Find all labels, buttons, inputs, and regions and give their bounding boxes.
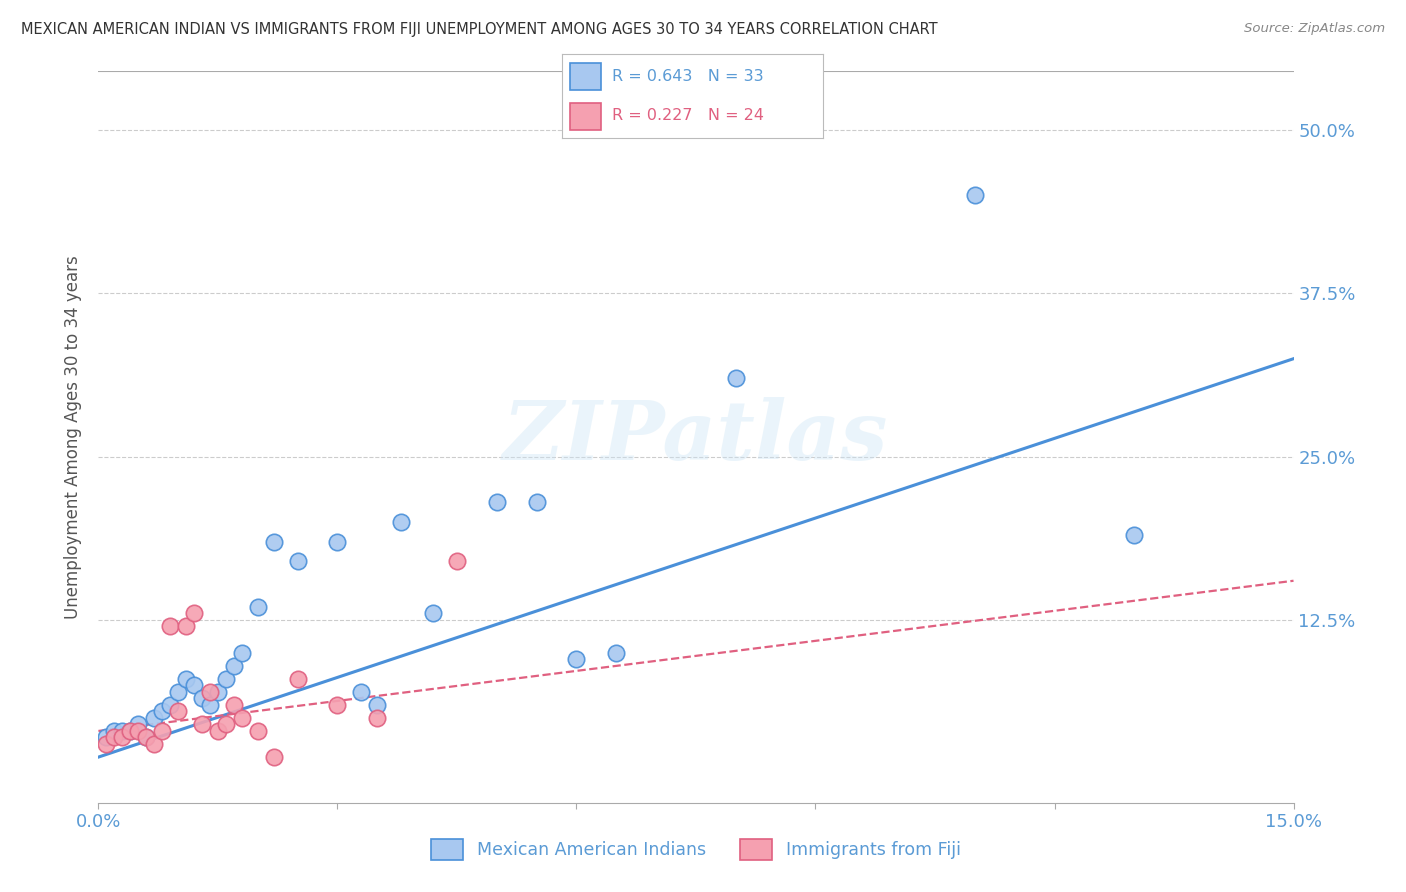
Text: R = 0.643   N = 33: R = 0.643 N = 33 bbox=[612, 69, 763, 84]
Point bbox=[231, 711, 253, 725]
Point bbox=[207, 723, 229, 738]
Point bbox=[526, 495, 548, 509]
Point bbox=[127, 717, 149, 731]
Point bbox=[103, 731, 125, 745]
Point bbox=[198, 698, 221, 712]
Text: ZIPatlas: ZIPatlas bbox=[503, 397, 889, 477]
Point bbox=[724, 371, 747, 385]
Point bbox=[287, 554, 309, 568]
Point bbox=[246, 723, 269, 738]
Point bbox=[150, 723, 173, 738]
Point bbox=[446, 554, 468, 568]
Point bbox=[207, 685, 229, 699]
Point bbox=[135, 731, 157, 745]
Text: R = 0.227   N = 24: R = 0.227 N = 24 bbox=[612, 108, 763, 123]
Point bbox=[198, 685, 221, 699]
Point bbox=[326, 698, 349, 712]
Point bbox=[150, 705, 173, 719]
Point bbox=[174, 672, 197, 686]
Point bbox=[222, 658, 245, 673]
Point bbox=[215, 672, 238, 686]
Point bbox=[191, 691, 214, 706]
Point bbox=[183, 678, 205, 692]
Point bbox=[231, 646, 253, 660]
Legend: Mexican American Indians, Immigrants from Fiji: Mexican American Indians, Immigrants fro… bbox=[425, 832, 967, 867]
Point bbox=[350, 685, 373, 699]
Point bbox=[389, 515, 412, 529]
Text: MEXICAN AMERICAN INDIAN VS IMMIGRANTS FROM FIJI UNEMPLOYMENT AMONG AGES 30 TO 34: MEXICAN AMERICAN INDIAN VS IMMIGRANTS FR… bbox=[21, 22, 938, 37]
Point bbox=[485, 495, 508, 509]
Point bbox=[143, 737, 166, 751]
Point bbox=[183, 607, 205, 621]
Point bbox=[263, 534, 285, 549]
Point bbox=[326, 534, 349, 549]
Point bbox=[127, 723, 149, 738]
Point bbox=[143, 711, 166, 725]
Point bbox=[366, 698, 388, 712]
Point bbox=[167, 685, 190, 699]
Bar bbox=[571, 103, 602, 130]
Point bbox=[605, 646, 627, 660]
Bar bbox=[571, 62, 602, 90]
Point bbox=[111, 731, 134, 745]
Point bbox=[366, 711, 388, 725]
Point bbox=[1123, 528, 1146, 542]
Point bbox=[167, 705, 190, 719]
Point bbox=[422, 607, 444, 621]
Point bbox=[215, 717, 238, 731]
Point bbox=[120, 723, 142, 738]
Text: Source: ZipAtlas.com: Source: ZipAtlas.com bbox=[1244, 22, 1385, 36]
Point bbox=[246, 599, 269, 614]
Point bbox=[191, 717, 214, 731]
Point bbox=[96, 731, 118, 745]
Point bbox=[263, 750, 285, 764]
Point bbox=[963, 188, 986, 202]
Point bbox=[103, 723, 125, 738]
Point bbox=[159, 698, 181, 712]
Point bbox=[174, 619, 197, 633]
Point bbox=[159, 619, 181, 633]
Point bbox=[120, 723, 142, 738]
Point bbox=[111, 723, 134, 738]
Point bbox=[222, 698, 245, 712]
Y-axis label: Unemployment Among Ages 30 to 34 years: Unemployment Among Ages 30 to 34 years bbox=[65, 255, 83, 619]
Point bbox=[135, 731, 157, 745]
Point bbox=[565, 652, 588, 666]
Point bbox=[287, 672, 309, 686]
Point bbox=[96, 737, 118, 751]
